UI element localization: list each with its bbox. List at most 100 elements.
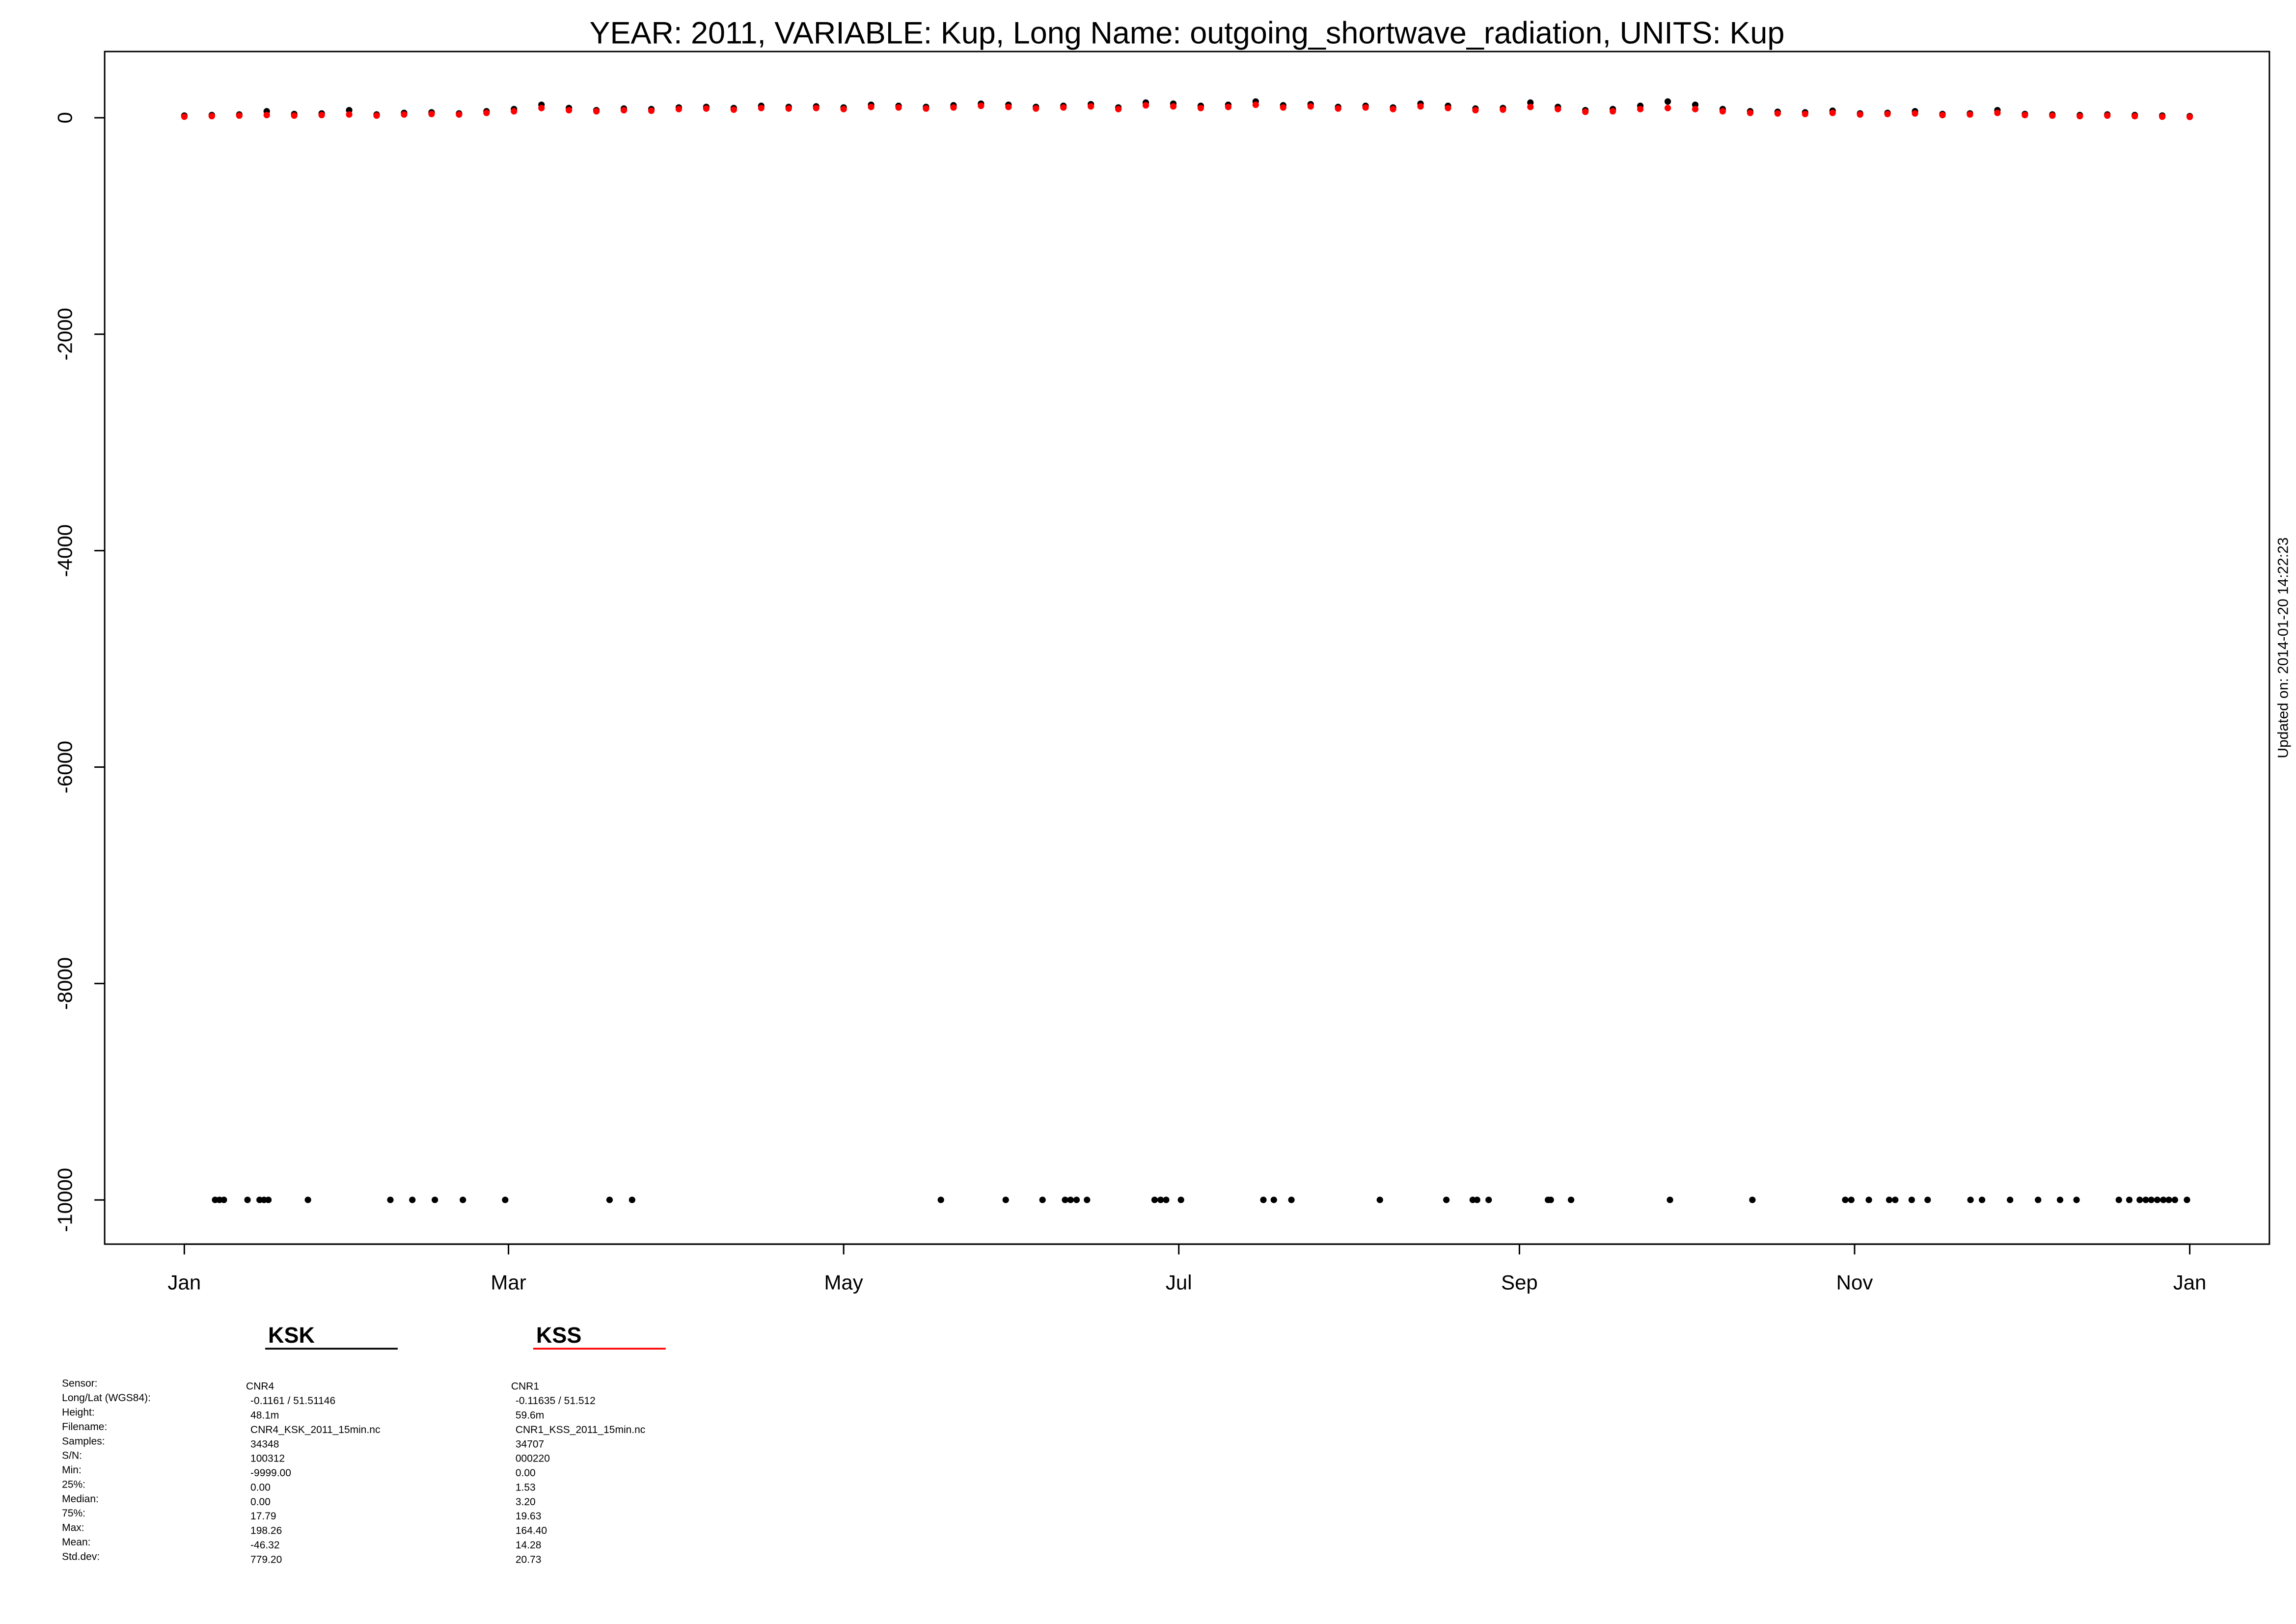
point [304, 1196, 311, 1203]
point [1060, 104, 1067, 111]
point [758, 105, 765, 111]
point [620, 107, 628, 114]
point [593, 108, 600, 115]
point [318, 111, 325, 118]
stat-value: -46.32 [250, 1540, 280, 1551]
point [1084, 1196, 1091, 1203]
stat-value: 164.40 [516, 1525, 547, 1537]
x-tick-label: May [824, 1271, 863, 1294]
point [1443, 1196, 1450, 1203]
point [1865, 1196, 1872, 1203]
x-tick-label: Jan [168, 1271, 201, 1294]
stat-label: Median: [62, 1493, 99, 1505]
point [1280, 104, 1286, 111]
point [1667, 1196, 1673, 1203]
stat-value: 34707 [516, 1438, 544, 1450]
point [2035, 1196, 2042, 1203]
stat-value: 48.1m [250, 1409, 279, 1421]
point [1005, 104, 1012, 110]
point [1939, 111, 1946, 118]
point [1527, 104, 1534, 110]
stat-value: CNR4 [246, 1381, 274, 1392]
point [813, 105, 820, 111]
point [606, 1196, 613, 1203]
point [785, 105, 792, 112]
point [2148, 1196, 2155, 1203]
y-tick-label: 0 [53, 112, 76, 123]
point [1362, 104, 1369, 111]
point [868, 104, 875, 110]
point [1225, 104, 1231, 110]
point [1692, 106, 1699, 112]
point [1664, 105, 1671, 111]
point [1177, 1196, 1184, 1203]
stat-label: 75%: [62, 1508, 85, 1519]
point [1088, 103, 1094, 110]
point [1485, 1196, 1492, 1203]
point [1170, 103, 1177, 110]
point [1474, 1196, 1480, 1203]
x-tick-label: Jul [1166, 1271, 1192, 1294]
stat-value: 1.53 [516, 1482, 536, 1493]
x-tick-label: Mar [491, 1271, 526, 1294]
point [2056, 1196, 2064, 1203]
chart-title: YEAR: 2011, VARIABLE: Kup, Long Name: ou… [590, 16, 1785, 51]
point [1774, 110, 1781, 117]
stat-label: Height: [62, 1407, 94, 1418]
point [1270, 1196, 1277, 1203]
y-tick-label: -8000 [53, 957, 76, 1010]
point [1039, 1196, 1046, 1203]
point [538, 105, 545, 111]
stat-value: CNR1_KSS_2011_15min.nc [516, 1424, 645, 1435]
point [456, 111, 463, 118]
point [2171, 1196, 2178, 1203]
legend-label: KSS [536, 1323, 581, 1348]
point [1610, 108, 1616, 115]
x-tick-label: Nov [1836, 1271, 1873, 1294]
point [428, 110, 435, 117]
stat-value: -0.11635 / 51.512 [516, 1395, 596, 1407]
point [1802, 110, 1808, 117]
point [1390, 106, 1396, 112]
point [1115, 106, 1122, 112]
point [1335, 105, 1341, 112]
point [2160, 1196, 2167, 1203]
point [373, 112, 380, 119]
point [2132, 112, 2138, 120]
stat-value: 0.00 [250, 1482, 271, 1493]
point [1151, 1196, 1158, 1203]
point [648, 107, 655, 114]
legend-label: KSK [268, 1323, 315, 1348]
stat-value: 0.00 [516, 1467, 536, 1479]
stat-value: 779.20 [250, 1554, 282, 1565]
point [2077, 112, 2083, 120]
point [1886, 1196, 1893, 1203]
stat-label: Min: [62, 1464, 82, 1476]
stat-label: Sensor: [62, 1378, 97, 1389]
point [244, 1196, 251, 1203]
point [1252, 101, 1259, 108]
point [1445, 105, 1451, 111]
point [2115, 1196, 2122, 1203]
point [1547, 1196, 1554, 1203]
point [511, 108, 518, 115]
point [1747, 109, 1753, 116]
stat-value: 20.73 [516, 1554, 542, 1565]
point [1568, 1196, 1575, 1203]
point [1924, 1196, 1931, 1203]
point [2165, 1196, 2172, 1203]
point [1002, 1196, 1009, 1203]
point [1073, 1196, 1080, 1203]
stat-label: Samples: [62, 1435, 105, 1447]
point [409, 1196, 416, 1203]
point [460, 1196, 466, 1203]
point [923, 105, 929, 112]
point [387, 1196, 394, 1203]
stat-label: Std.dev: [62, 1551, 100, 1562]
point [1067, 1196, 1074, 1203]
point [236, 112, 243, 119]
marks [181, 98, 2193, 1203]
point [1892, 1196, 1899, 1203]
